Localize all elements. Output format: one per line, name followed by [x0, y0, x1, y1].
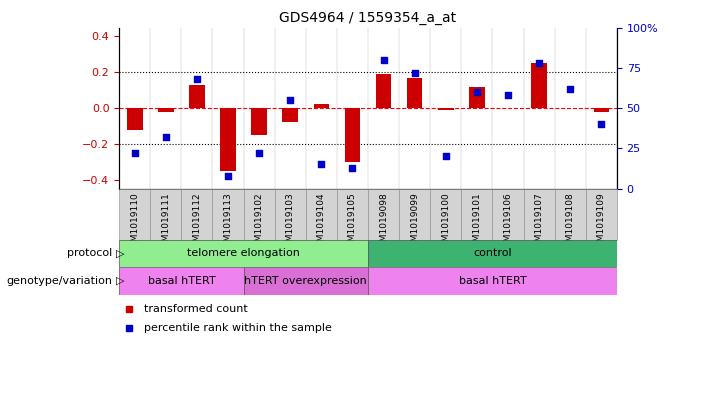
Point	[533, 60, 545, 66]
Text: GSM1019102: GSM1019102	[254, 193, 264, 253]
Text: GSM1019108: GSM1019108	[566, 193, 575, 253]
Bar	[220, 108, 236, 171]
Bar	[461, 189, 492, 240]
Point	[378, 57, 389, 63]
Bar	[306, 189, 337, 240]
Text: GSM1019105: GSM1019105	[348, 193, 357, 253]
Bar	[119, 189, 150, 240]
Text: GSM1019101: GSM1019101	[472, 193, 482, 253]
Bar	[399, 189, 430, 240]
Bar	[244, 189, 275, 240]
Text: GSM1019113: GSM1019113	[224, 193, 233, 253]
Bar	[158, 108, 174, 112]
Text: basal hTERT: basal hTERT	[458, 276, 526, 286]
Text: control: control	[473, 248, 512, 259]
Bar	[345, 108, 360, 162]
Text: genotype/variation: genotype/variation	[6, 276, 112, 286]
Text: protocol: protocol	[67, 248, 112, 259]
Bar	[368, 267, 617, 295]
Bar	[182, 189, 212, 240]
Bar	[283, 108, 298, 122]
Point	[285, 97, 296, 103]
Bar	[438, 108, 454, 110]
Bar	[368, 189, 399, 240]
Text: GSM1019110: GSM1019110	[130, 193, 139, 253]
Text: GSM1019099: GSM1019099	[410, 193, 419, 253]
Text: basal hTERT: basal hTERT	[147, 276, 215, 286]
Point	[161, 134, 172, 140]
Bar	[368, 240, 617, 267]
Text: GSM1019111: GSM1019111	[161, 193, 170, 253]
Bar	[275, 189, 306, 240]
Text: ▷: ▷	[116, 276, 124, 286]
Text: GSM1019100: GSM1019100	[442, 193, 450, 253]
Point	[129, 150, 140, 156]
Bar	[407, 78, 423, 108]
Bar	[337, 189, 368, 240]
Text: telomere elongation: telomere elongation	[187, 248, 300, 259]
Bar	[119, 267, 244, 295]
Bar	[244, 267, 368, 295]
Point	[564, 86, 576, 92]
Text: transformed count: transformed count	[144, 303, 248, 314]
Bar	[189, 85, 205, 108]
Bar	[469, 86, 484, 108]
Point	[503, 92, 514, 98]
Text: GSM1019109: GSM1019109	[597, 193, 606, 253]
Text: hTERT overexpression: hTERT overexpression	[245, 276, 367, 286]
Point	[347, 165, 358, 171]
Title: GDS4964 / 1559354_a_at: GDS4964 / 1559354_a_at	[280, 11, 456, 25]
Bar	[594, 108, 609, 112]
Text: GSM1019107: GSM1019107	[535, 193, 543, 253]
Point	[471, 89, 482, 95]
Bar	[531, 63, 547, 108]
Bar	[212, 189, 244, 240]
Bar	[376, 74, 391, 108]
Text: GSM1019098: GSM1019098	[379, 193, 388, 253]
Text: ▷: ▷	[116, 248, 124, 259]
Text: GSM1019112: GSM1019112	[193, 193, 201, 253]
Point	[315, 161, 327, 167]
Text: GSM1019103: GSM1019103	[286, 193, 294, 253]
Bar	[313, 105, 329, 108]
Point	[191, 76, 203, 82]
Bar	[150, 189, 182, 240]
Point	[440, 153, 451, 160]
Point	[254, 150, 265, 156]
Bar	[554, 189, 586, 240]
Text: percentile rank within the sample: percentile rank within the sample	[144, 323, 332, 333]
Bar	[252, 108, 267, 135]
Point	[596, 121, 607, 127]
Point	[222, 173, 233, 179]
Text: GSM1019106: GSM1019106	[503, 193, 512, 253]
Bar	[492, 189, 524, 240]
Bar	[524, 189, 554, 240]
Bar	[119, 240, 368, 267]
Text: GSM1019104: GSM1019104	[317, 193, 326, 253]
Point	[409, 70, 421, 76]
Bar	[430, 189, 461, 240]
Bar	[127, 108, 142, 130]
Bar	[586, 189, 617, 240]
